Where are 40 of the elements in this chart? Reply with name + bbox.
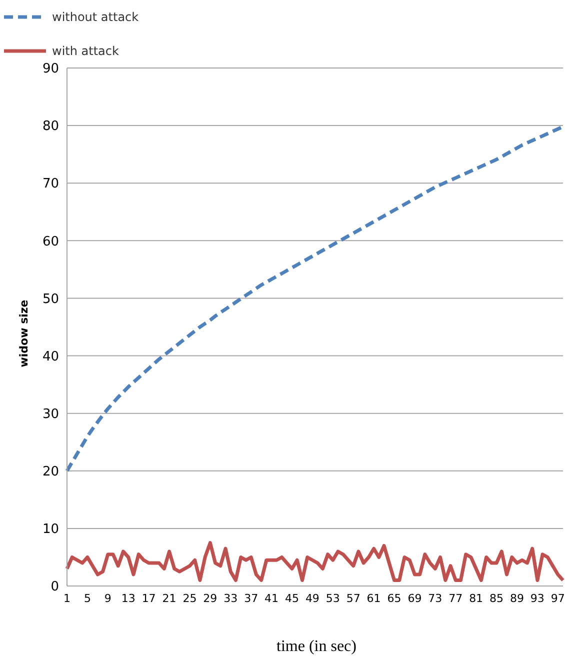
x-axis-title: time (in sec) [276,638,358,656]
x-tick-label: 53 [326,592,340,605]
y-tick-label: 80 [42,119,59,134]
x-tick-label: 25 [182,592,197,605]
x-tick-label: 57 [346,592,360,605]
y-tick-label: 30 [42,406,59,422]
y-tick-label: 20 [42,464,59,480]
x-tick-label: 69 [408,592,422,605]
x-tick-label: 29 [203,592,218,605]
y-tick-label: 10 [42,522,59,538]
legend-label: without attack [52,10,139,24]
y-tick-label: 50 [42,292,59,307]
x-tick-label: 5 [84,592,91,605]
x-tick-label: 89 [510,592,524,605]
x-tick-label: 21 [162,592,176,605]
line-series [65,541,565,582]
x-tick-label: 93 [530,592,544,605]
x-tick-label: 45 [284,592,299,605]
x-tick-label: 37 [244,592,258,605]
x-tick-label: 77 [448,592,463,605]
x-tick-label: 73 [428,592,442,605]
x-tick-label: 41 [264,592,279,605]
x-tick-label: 61 [366,592,381,605]
y-tick-label: 0 [50,580,59,595]
x-tick-label: 9 [104,592,112,605]
y-axis-title: widow size [18,299,31,367]
x-tick-label: 81 [469,592,484,605]
legend-label: with attack [52,44,119,58]
x-tick-label: 17 [142,592,156,605]
y-tick-label: 60 [42,234,59,250]
x-tick-label: 85 [490,592,504,605]
x-tick-label: 1 [64,592,70,605]
y-tick-label: 90 [42,62,59,77]
x-tick-label: 13 [121,592,136,605]
x-tick-label: 33 [224,592,238,605]
x-tick-label: 49 [305,592,320,605]
x-tick-label: 65 [387,592,402,605]
y-tick-label: 70 [42,176,59,192]
x-tick-label: 97 [550,592,565,605]
y-tick-label: 40 [42,349,59,364]
